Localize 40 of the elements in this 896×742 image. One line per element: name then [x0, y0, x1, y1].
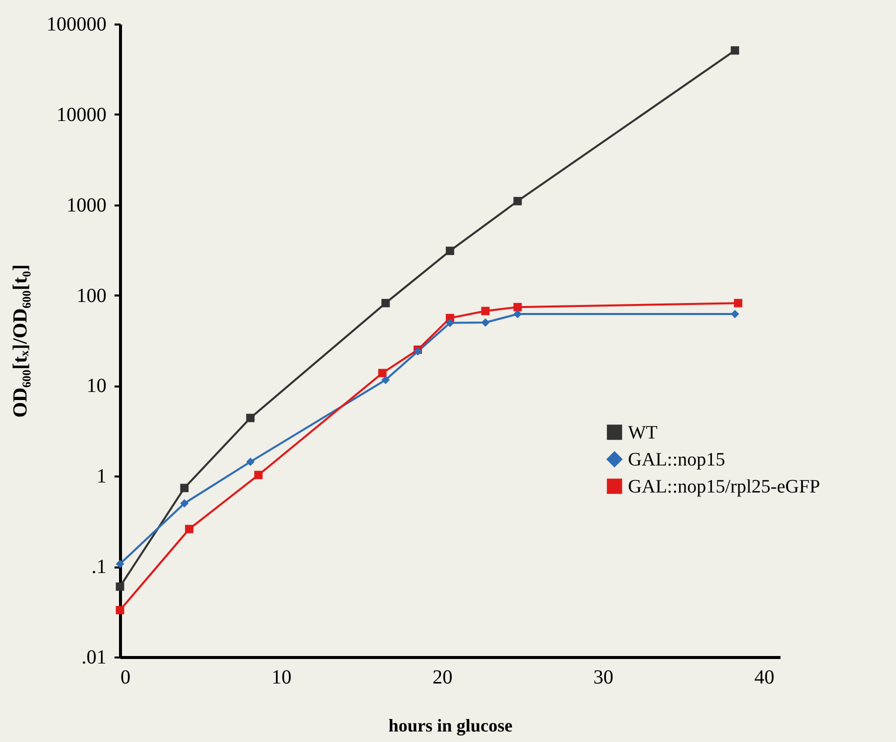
point: [185, 524, 194, 534]
legend-label: WT: [628, 422, 658, 444]
x-tick-label: 40: [754, 666, 774, 688]
x-tick-label: 20: [432, 666, 452, 688]
y-tick-label: 1: [96, 466, 106, 488]
y-tick-label: .1: [92, 556, 106, 578]
point: [116, 606, 124, 614]
point: [381, 298, 390, 308]
y-tick-label: .01: [82, 646, 106, 668]
point: [180, 499, 189, 508]
point: [246, 458, 255, 466]
point: [254, 470, 263, 480]
x-tick-label: 10: [271, 666, 292, 688]
legend-label: GAL::nop15/rpl25-eGFP: [628, 476, 820, 498]
point: [481, 318, 490, 327]
y-axis-title: OD₆₀₀[tₓ]/OD₆₀₀[t₀]: [10, 264, 32, 418]
point: [378, 368, 387, 378]
point: [446, 318, 454, 328]
y-tick-label: 1000: [66, 194, 106, 216]
y-tick-label: 10: [86, 375, 106, 398]
point: [180, 484, 189, 492]
point: [513, 196, 522, 206]
point: [246, 414, 255, 422]
x-tick-label: 30: [593, 666, 614, 688]
y-tick-label: 100000: [46, 14, 106, 36]
x-axis-title: hours in glucose: [388, 716, 513, 736]
point: [730, 310, 740, 318]
legend-label: GAL::nop15: [628, 449, 726, 470]
x-tick-label: 0: [120, 666, 130, 688]
point: [116, 560, 124, 568]
point: [481, 306, 490, 316]
y-tick-label: 100: [76, 284, 106, 307]
point: [734, 298, 742, 308]
y-tick-label: 10000: [56, 104, 106, 126]
point: [446, 246, 454, 256]
point: [730, 46, 740, 55]
point: [513, 310, 522, 318]
point: [381, 376, 390, 384]
point: [116, 582, 124, 591]
point: [513, 302, 522, 312]
